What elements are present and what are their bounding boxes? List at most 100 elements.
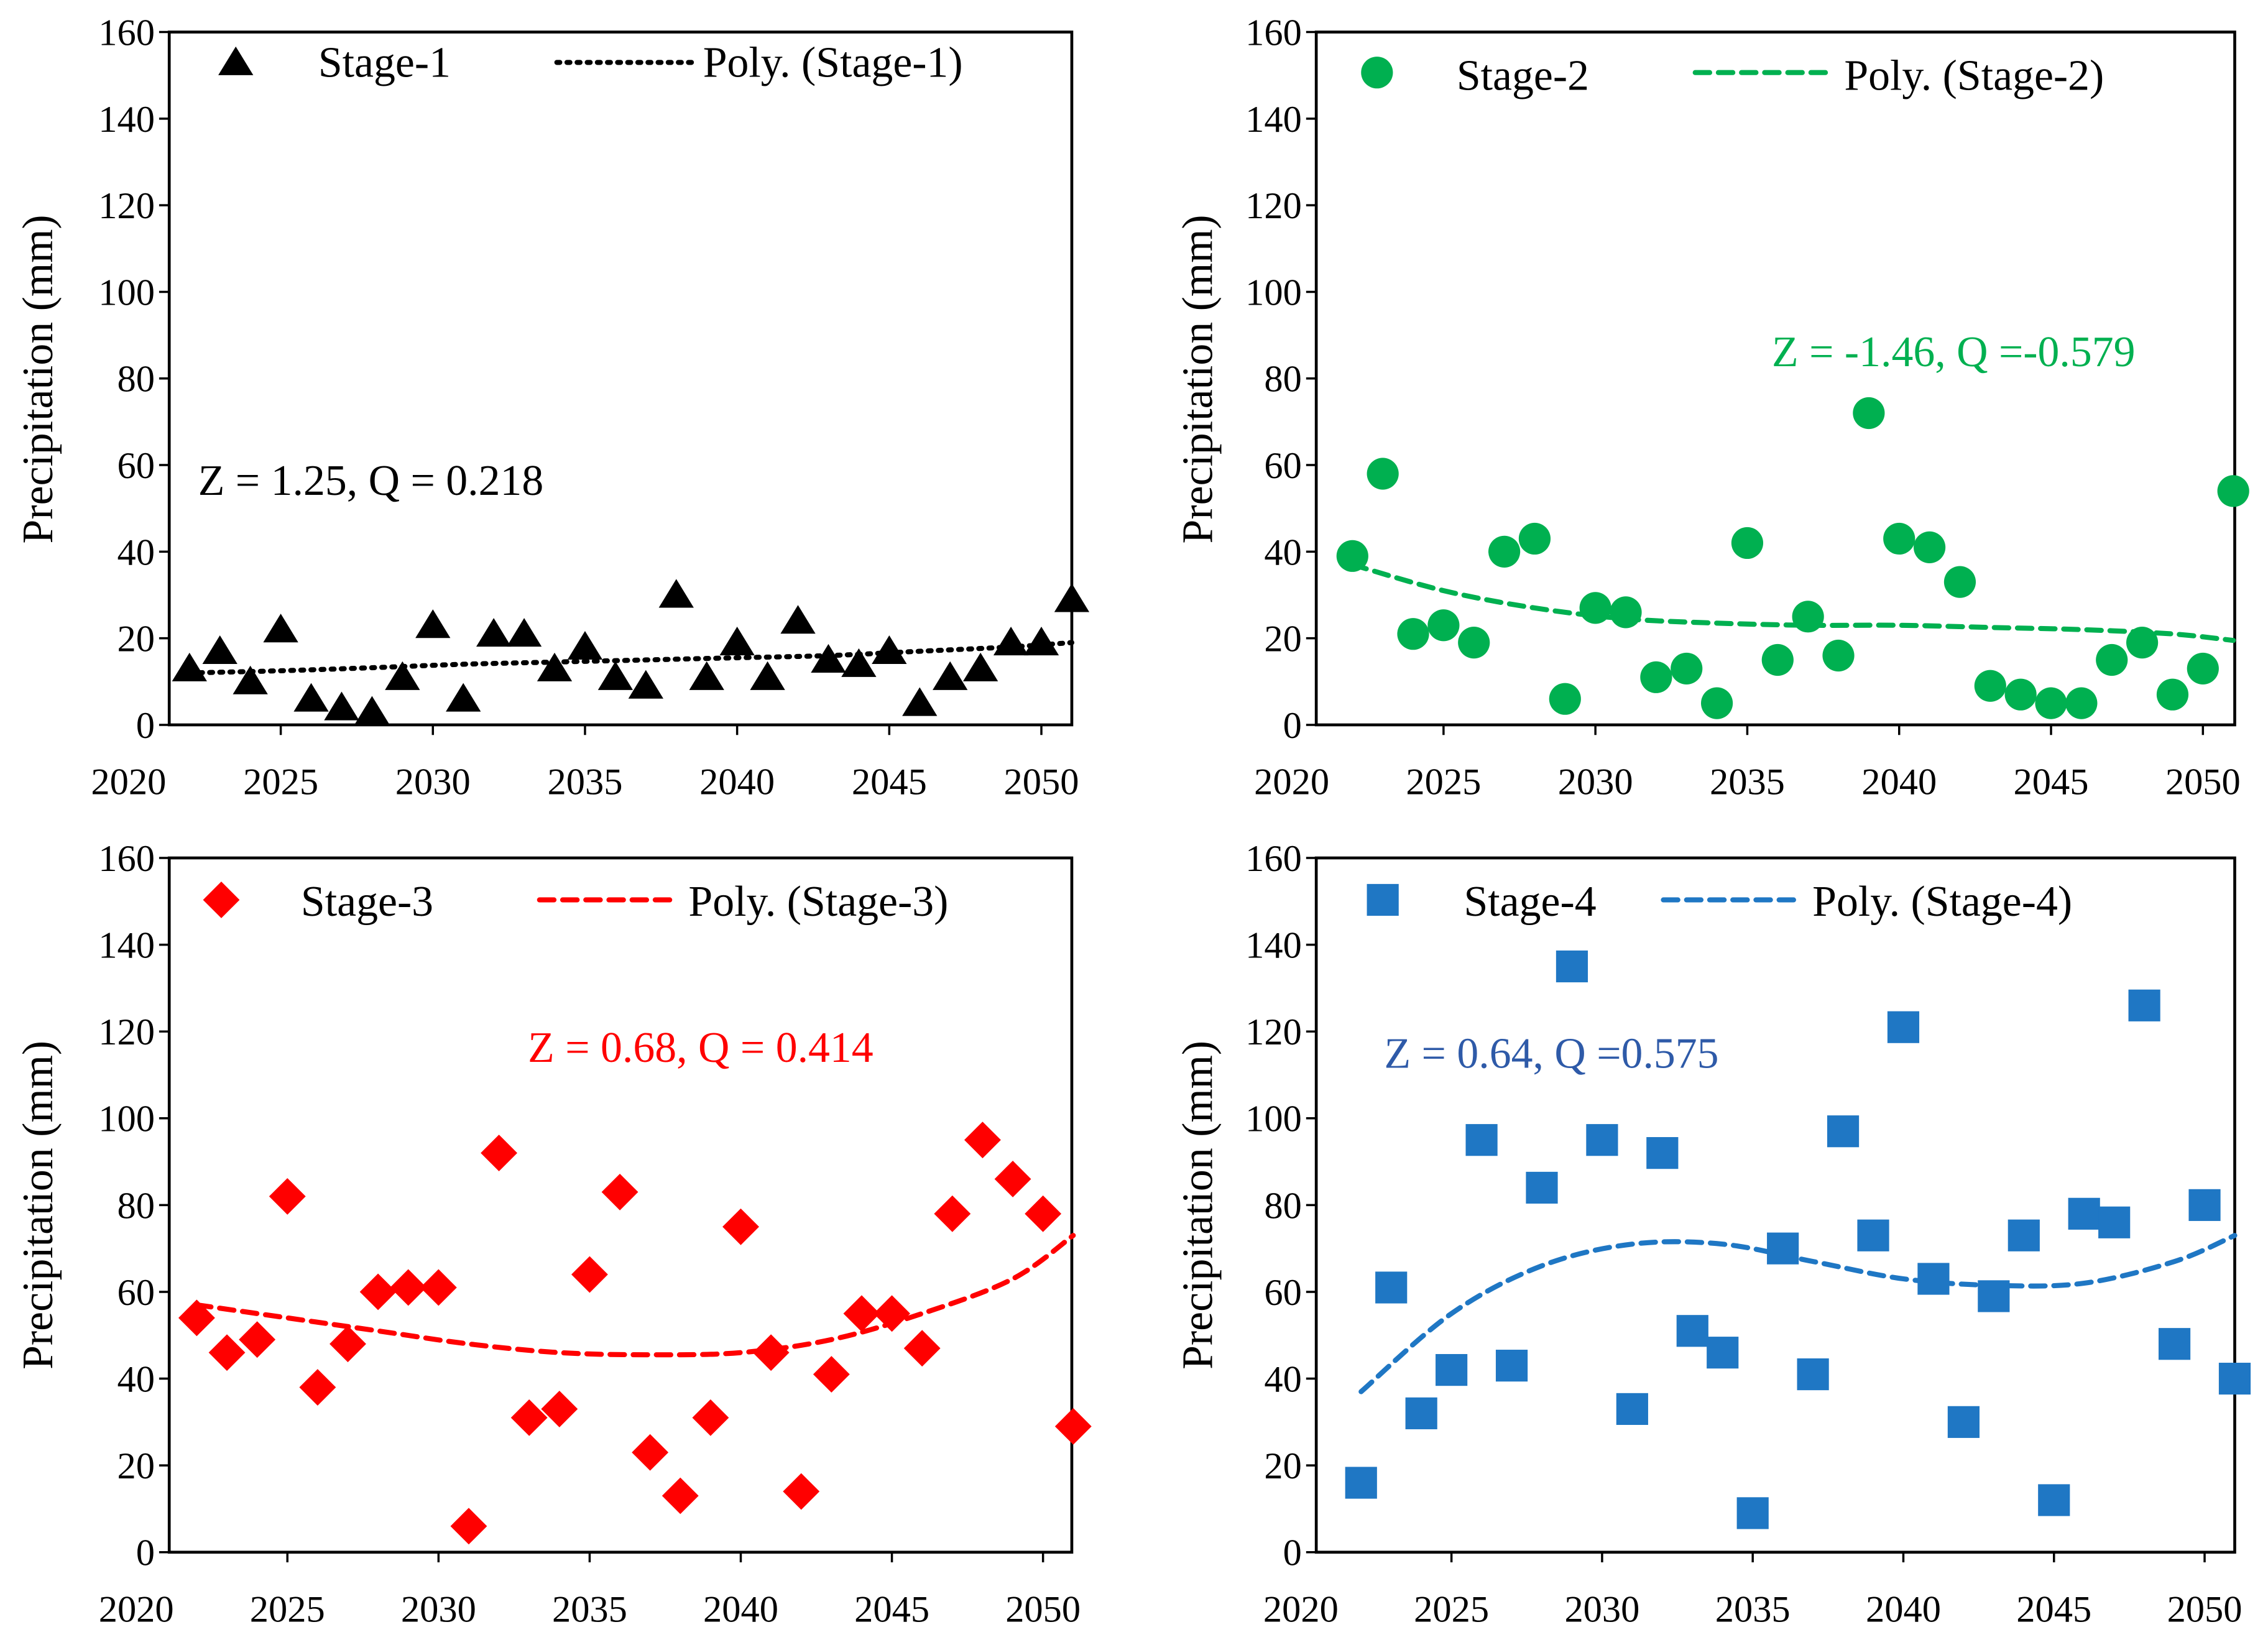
data-point-triangle: [1054, 583, 1090, 612]
data-point-diamond: [903, 1330, 941, 1367]
data-point-triangle: [658, 579, 694, 608]
data-point-triangle: [446, 683, 481, 712]
data-point-triangle: [628, 670, 663, 699]
y-tick-label: 0: [136, 705, 155, 747]
data-point-circle: [2156, 678, 2189, 711]
data-point-diamond: [1025, 1195, 1062, 1232]
legend-label: Stage-1: [318, 39, 451, 87]
data-point-circle: [1914, 531, 1946, 563]
data-point-diamond: [420, 1269, 457, 1306]
y-axis-label: Precipitation (mm): [1174, 214, 1222, 543]
data-point-square: [2068, 1197, 2100, 1230]
data-point-square: [2038, 1484, 2070, 1516]
data-point-circle: [1822, 639, 1855, 672]
data-point-circle: [2035, 687, 2067, 719]
data-point-square: [1827, 1115, 1860, 1148]
data-point-triangle: [933, 661, 968, 690]
x-tick-label: 2040: [1866, 1588, 1941, 1630]
y-tick-label: 40: [117, 1358, 154, 1400]
data-point-triangle: [293, 683, 329, 712]
data-point-square: [1375, 1271, 1408, 1304]
data-point-circle: [1974, 670, 2006, 702]
data-point-diamond: [450, 1508, 487, 1545]
data-point-triangle: [506, 618, 542, 647]
data-point-triangle: [567, 630, 603, 660]
data-point-circle: [2004, 678, 2037, 711]
y-tick-label: 0: [1283, 705, 1302, 747]
data-point-square: [1405, 1397, 1437, 1429]
y-tick-label: 0: [136, 1532, 155, 1574]
y-axis-label: Precipitation (mm): [14, 1041, 62, 1370]
data-point-square: [1495, 1350, 1528, 1382]
data-point-square: [2008, 1219, 2040, 1251]
y-tick-label: 160: [1245, 838, 1302, 880]
data-point-triangle: [1023, 627, 1059, 656]
data-point-triangle: [476, 618, 512, 647]
data-point-diamond: [843, 1295, 880, 1332]
data-point-triangle: [263, 614, 298, 643]
plot-area: [167, 30, 1074, 727]
annotation: Z = 0.64, Q =0.575: [1384, 1030, 1718, 1077]
legend-label: Stage-4: [1464, 878, 1596, 926]
data-point-diamond: [934, 1195, 971, 1232]
x-tick-label: 2045: [852, 762, 927, 803]
data-point-square: [1917, 1263, 1950, 1295]
data-point-square: [2128, 989, 2160, 1021]
data-point-square: [1857, 1219, 1889, 1251]
data-point-square: [1947, 1406, 1980, 1438]
y-tick-label: 60: [1264, 1272, 1301, 1314]
y-tick-label: 160: [98, 838, 155, 880]
x-tick-label: 2050: [2167, 1588, 2243, 1630]
y-tick-label: 20: [1264, 619, 1301, 660]
data-point-square: [2158, 1328, 2191, 1360]
y-tick-label: 80: [1264, 1185, 1301, 1227]
data-point-circle: [2065, 687, 2098, 719]
y-tick-label: 60: [1264, 445, 1301, 487]
y-tick-label: 120: [1245, 1011, 1302, 1053]
data-point-square: [1707, 1337, 1739, 1369]
x-tick-label: 2030: [1558, 762, 1633, 803]
data-point-diamond: [874, 1295, 911, 1332]
data-point-diamond: [722, 1208, 759, 1245]
data-point-triangle: [202, 635, 237, 665]
data-point-diamond: [662, 1477, 699, 1514]
x-tick-label: 2025: [1406, 762, 1481, 803]
data-point-square: [1797, 1358, 1829, 1391]
x-tick-label: 2045: [2016, 1588, 2091, 1630]
x-tick-label: 2045: [2014, 762, 2089, 803]
data-point-diamond: [330, 1325, 366, 1363]
x-tick-label: 2030: [395, 762, 471, 803]
y-tick-label: 80: [117, 359, 154, 400]
data-point-circle: [1792, 601, 1824, 633]
data-point-diamond: [632, 1434, 669, 1471]
y-tick-label: 140: [98, 925, 155, 967]
data-point-diamond: [481, 1135, 518, 1172]
data-point-square: [2098, 1206, 2131, 1238]
x-tick-label: 2030: [1564, 1588, 1639, 1630]
y-axis-label: Precipitation (mm): [1174, 1041, 1222, 1370]
data-point-square: [1436, 1354, 1468, 1386]
y-tick-label: 20: [117, 1445, 154, 1487]
data-point-diamond: [208, 1334, 246, 1371]
legend-label: Stage-2: [1457, 52, 1589, 100]
data-point-circle: [1518, 522, 1551, 555]
data-point-triangle: [218, 46, 254, 75]
x-tick-label: 2040: [703, 1588, 778, 1630]
data-point-diamond: [239, 1321, 276, 1358]
x-tick-label: 2045: [854, 1588, 929, 1630]
data-point-triangle: [780, 605, 816, 634]
data-point-circle: [1427, 609, 1460, 642]
data-point-circle: [1943, 566, 1976, 598]
y-tick-label: 40: [1264, 532, 1301, 573]
annotation: Z = 0.68, Q = 0.414: [528, 1024, 874, 1072]
data-point-triangle: [415, 609, 451, 638]
data-point-triangle: [172, 652, 207, 681]
data-point-square: [2188, 1189, 2221, 1221]
y-tick-label: 160: [98, 12, 155, 53]
y-tick-label: 60: [117, 445, 154, 487]
data-point-square: [1526, 1171, 1558, 1204]
y-tick-label: 20: [1264, 1445, 1301, 1487]
data-point-triangle: [719, 627, 755, 656]
x-tick-label: 2050: [1005, 1588, 1081, 1630]
